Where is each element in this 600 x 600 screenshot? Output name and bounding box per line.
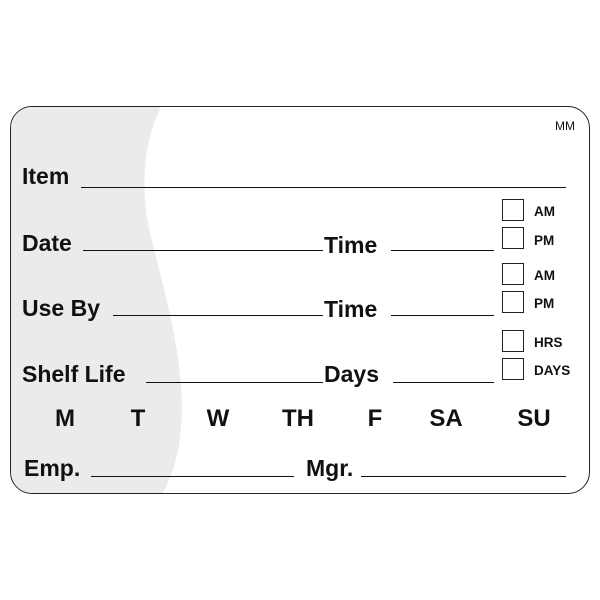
days-line[interactable] bbox=[393, 382, 494, 383]
use-by-label: Use By bbox=[22, 295, 100, 321]
checkbox-label: PM bbox=[534, 233, 555, 248]
use-by-line[interactable] bbox=[113, 315, 323, 316]
weekday-f[interactable]: F bbox=[367, 405, 383, 432]
emp-label: Emp. bbox=[24, 455, 81, 481]
am-checkbox[interactable] bbox=[502, 263, 524, 285]
checkbox-label: PM bbox=[534, 296, 555, 311]
item-line[interactable] bbox=[81, 187, 566, 188]
time-label: Time bbox=[324, 296, 378, 322]
label-code: MM bbox=[555, 119, 575, 133]
gray-band bbox=[11, 107, 182, 493]
weekday-th[interactable]: TH bbox=[282, 405, 314, 432]
days-label: Days bbox=[324, 361, 379, 387]
food-label: MM Item Date Time Use By Time Shelf Life… bbox=[10, 106, 590, 494]
am-checkbox[interactable] bbox=[502, 199, 524, 221]
item-label: Item bbox=[22, 163, 70, 189]
time-label: Time bbox=[324, 232, 378, 258]
mgr-label: Mgr. bbox=[306, 455, 354, 481]
weekday-m[interactable]: M bbox=[55, 405, 75, 432]
weekday-w[interactable]: W bbox=[206, 405, 230, 432]
shelf-life-line[interactable] bbox=[146, 382, 323, 383]
emp-line[interactable] bbox=[91, 476, 294, 477]
checkbox-label: AM bbox=[534, 268, 555, 283]
weekday-su[interactable]: SU bbox=[517, 405, 551, 432]
mgr-line[interactable] bbox=[361, 476, 566, 477]
checkbox-label: DAYS bbox=[534, 363, 571, 378]
checkbox-label: AM bbox=[534, 204, 555, 219]
weekday-t[interactable]: T bbox=[130, 405, 146, 432]
date-line[interactable] bbox=[83, 250, 323, 251]
checkbox-label: HRS bbox=[534, 335, 563, 350]
date-label: Date bbox=[22, 230, 72, 256]
pm-checkbox[interactable] bbox=[502, 291, 524, 313]
pm-checkbox[interactable] bbox=[502, 227, 524, 249]
time-line[interactable] bbox=[391, 250, 494, 251]
time-line[interactable] bbox=[391, 315, 494, 316]
shelf-life-label: Shelf Life bbox=[22, 361, 126, 387]
weekday-sa[interactable]: SA bbox=[429, 405, 463, 432]
days-checkbox[interactable] bbox=[502, 358, 524, 380]
hrs-checkbox[interactable] bbox=[502, 330, 524, 352]
